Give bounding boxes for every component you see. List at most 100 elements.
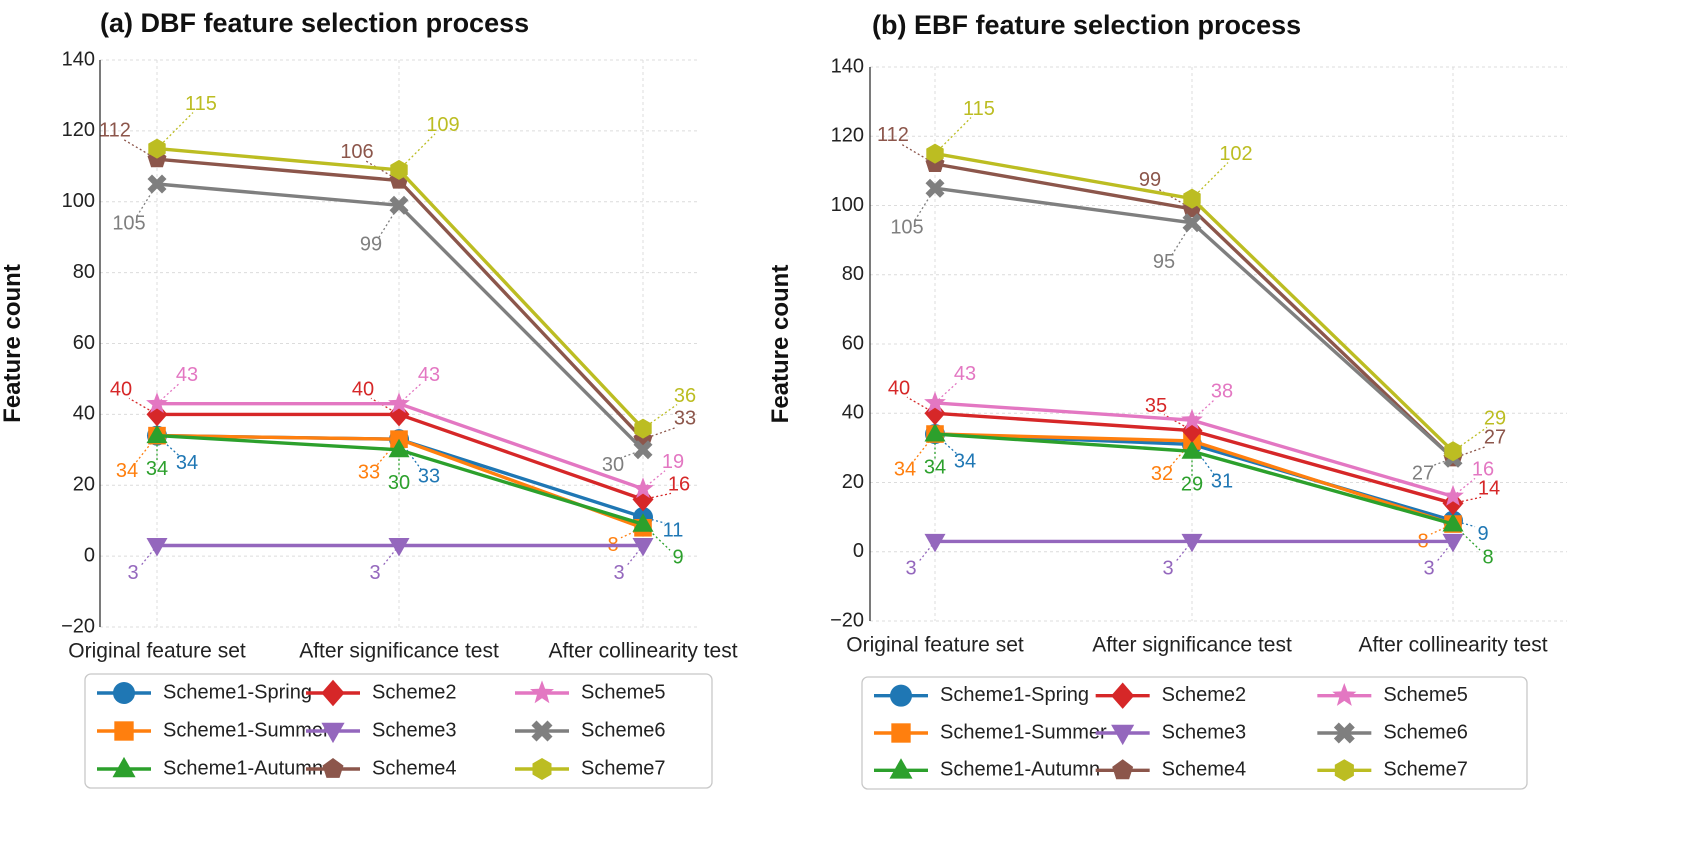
data-label: 99 [360, 234, 382, 256]
data-label: 109 [426, 114, 459, 136]
y-tick-label: 120 [62, 119, 95, 141]
legend-label: Scheme1-Spring [940, 684, 1089, 706]
data-point [388, 392, 410, 413]
data-label: 112 [99, 120, 131, 142]
data-label: 115 [963, 98, 995, 120]
y-tick-label: 100 [62, 190, 95, 212]
data-label: 29 [1484, 408, 1506, 430]
legend-label: Scheme1-Autumn [940, 759, 1100, 781]
data-label: 34 [924, 456, 946, 478]
data-label: 43 [176, 364, 198, 386]
legend-frame [84, 673, 713, 789]
legend-item: Scheme1-Summer [874, 721, 1107, 743]
legend-item: Scheme1-Autumn [874, 758, 1100, 781]
data-label: 34 [116, 460, 138, 482]
data-point [926, 143, 944, 164]
legend: Scheme1-Spring Scheme1-Summer Scheme1-Autu… [84, 673, 713, 789]
chart-panel-a: (a) DBF feature selection process −20 0 20 4… [0, 8, 738, 789]
data-point [1442, 484, 1464, 506]
data-label: 19 [662, 451, 684, 473]
legend-marker [1332, 683, 1357, 706]
data-point [1442, 513, 1464, 532]
legend-marker [532, 758, 552, 780]
series-scheme1-spring: 34 31 9 [925, 424, 1489, 545]
x-tick-label: After significance test [1092, 634, 1292, 657]
data-point [1182, 213, 1202, 233]
series-scheme7: 115 109 36 [148, 93, 696, 439]
legend-item: Scheme1-Spring [97, 681, 312, 704]
legend-item: Scheme6 [515, 719, 666, 742]
leader-line [156, 112, 194, 150]
data-point [390, 159, 408, 180]
series-scheme6: 105 99 30 [112, 174, 653, 476]
data-label: 105 [890, 216, 923, 238]
data-point [1181, 533, 1203, 553]
data-label: 9 [672, 547, 683, 569]
data-point [632, 477, 654, 499]
data-label: 34 [176, 452, 198, 474]
y-tick-label: 40 [73, 403, 95, 425]
y-tick-label: 120 [831, 125, 864, 147]
data-point [1442, 491, 1464, 516]
legend-label: Scheme4 [1162, 759, 1247, 781]
leader-line [1430, 457, 1454, 467]
legend: Scheme1-Spring Scheme1-Summer Scheme1-Autu… [861, 676, 1528, 790]
legend-item: Scheme5 [515, 680, 666, 703]
data-label: 36 [674, 385, 696, 407]
leader-line [900, 143, 936, 165]
y-tick-label: −20 [830, 609, 864, 631]
data-point [925, 178, 945, 198]
data-label: 40 [352, 379, 374, 401]
data-point [146, 538, 168, 557]
data-point [388, 538, 410, 557]
legend-label: Scheme3 [1162, 721, 1247, 743]
legend-label: Scheme3 [372, 719, 457, 741]
legend-label: Scheme2 [372, 681, 457, 703]
series-scheme3: 3 3 3 [905, 533, 1464, 580]
data-label: 95 [1153, 251, 1175, 273]
data-label: 3 [369, 562, 380, 584]
leader-line [934, 117, 972, 155]
data-point [1444, 441, 1462, 462]
data-point [633, 440, 653, 460]
data-point [924, 391, 946, 413]
data-label: 99 [1139, 169, 1161, 191]
data-label: 3 [1423, 558, 1434, 580]
data-label: 38 [1211, 380, 1233, 402]
data-point [632, 513, 654, 532]
data-label: 112 [877, 124, 909, 146]
data-label: 32 [1151, 463, 1173, 485]
leader-line [620, 449, 644, 459]
series-scheme5: 43 38 16 [924, 363, 1494, 506]
data-label: 27 [1412, 463, 1434, 485]
legend-marker [1112, 759, 1134, 780]
legend-marker [114, 721, 134, 741]
data-point [147, 174, 167, 194]
data-label: 27 [1484, 427, 1506, 449]
y-tick-label: 20 [73, 474, 95, 496]
legend-marker [112, 756, 136, 778]
chart-title: (a) DBF feature selection process [100, 8, 529, 38]
data-label: 102 [1219, 143, 1252, 165]
data-label: 35 [1145, 395, 1167, 417]
data-label: 11 [663, 519, 684, 541]
series-scheme1-autumn: 34 29 8 [924, 423, 1494, 568]
leader-line [1191, 162, 1229, 200]
legend-label: Scheme1-Autumn [163, 757, 323, 779]
legend-marker [1334, 759, 1354, 782]
x-tick-label: After collinearity test [548, 640, 737, 663]
legend-label: Scheme7 [1383, 759, 1468, 781]
data-label: 31 [1211, 471, 1233, 493]
data-label: 29 [1181, 474, 1203, 496]
data-label: 16 [668, 474, 690, 496]
legend-item: Scheme1-Autumn [97, 756, 323, 779]
data-label: 40 [110, 379, 132, 401]
x-tick-label: After significance test [299, 640, 499, 663]
y-tick-label: 60 [73, 332, 95, 354]
legend-label: Scheme5 [581, 681, 666, 703]
data-point [632, 538, 654, 557]
legend-marker [1111, 682, 1135, 709]
series-scheme7: 115 102 29 [926, 98, 1506, 462]
legend-label: Scheme4 [372, 757, 457, 779]
